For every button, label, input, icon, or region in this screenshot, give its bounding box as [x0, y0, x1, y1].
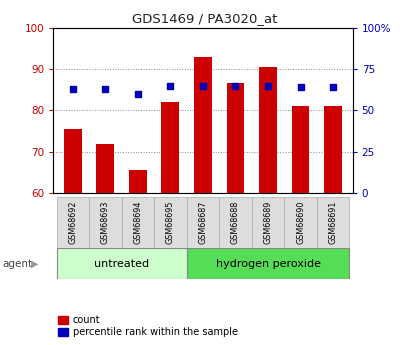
Bar	[258, 67, 276, 193]
Bar	[193, 57, 211, 193]
Point	[167, 83, 173, 88]
Point	[329, 85, 335, 90]
Point	[199, 83, 206, 88]
FancyBboxPatch shape	[251, 197, 283, 248]
FancyBboxPatch shape	[186, 248, 348, 279]
Bar	[96, 144, 114, 193]
Point	[70, 86, 76, 92]
Text: GSM68695: GSM68695	[166, 201, 175, 244]
Point	[231, 83, 238, 88]
Text: untreated: untreated	[94, 259, 149, 269]
Text: GSM68689: GSM68689	[263, 201, 272, 244]
Bar	[128, 170, 146, 193]
FancyBboxPatch shape	[56, 197, 89, 248]
Text: ▶: ▶	[31, 259, 38, 269]
Bar	[291, 106, 309, 193]
FancyBboxPatch shape	[316, 197, 348, 248]
Bar	[324, 106, 341, 193]
Point	[134, 91, 141, 97]
Text: GSM68687: GSM68687	[198, 201, 207, 244]
Text: GSM68694: GSM68694	[133, 201, 142, 244]
Point	[297, 85, 303, 90]
Bar	[226, 83, 244, 193]
FancyBboxPatch shape	[121, 197, 154, 248]
Text: GSM68690: GSM68690	[295, 201, 304, 244]
Point	[264, 83, 271, 88]
Text: GSM68691: GSM68691	[328, 201, 337, 244]
Text: GSM68693: GSM68693	[101, 201, 110, 244]
FancyBboxPatch shape	[283, 197, 316, 248]
FancyBboxPatch shape	[154, 197, 186, 248]
FancyBboxPatch shape	[186, 197, 219, 248]
FancyBboxPatch shape	[219, 197, 251, 248]
Legend: count, percentile rank within the sample: count, percentile rank within the sample	[58, 315, 237, 337]
Point	[102, 86, 108, 92]
FancyBboxPatch shape	[89, 197, 121, 248]
Text: hydrogen peroxide: hydrogen peroxide	[215, 259, 320, 269]
Text: agent: agent	[2, 259, 32, 269]
Text: GSM68688: GSM68688	[230, 201, 239, 244]
Bar	[64, 129, 81, 193]
Bar	[161, 102, 179, 193]
FancyBboxPatch shape	[56, 248, 186, 279]
Text: GDS1469 / PA3020_at: GDS1469 / PA3020_at	[132, 12, 277, 25]
Text: GSM68692: GSM68692	[68, 201, 77, 244]
